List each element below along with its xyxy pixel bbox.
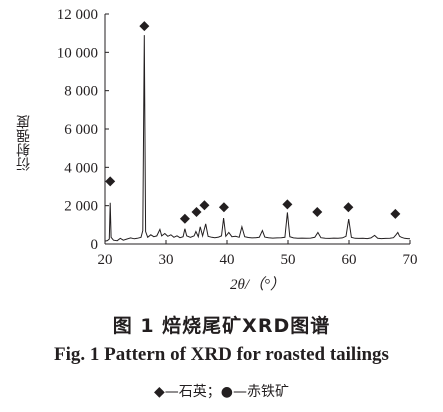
y-tick-label: 12 000 (57, 7, 98, 23)
quartz-peak-marker (343, 202, 354, 213)
x-tick-label: 70 (403, 252, 418, 268)
y-tick-label: 10 000 (57, 45, 98, 61)
quartz-peak-marker (282, 199, 293, 210)
quartz-peak-marker (218, 202, 229, 213)
x-tick-label: 50 (281, 252, 296, 268)
y-tick-label: 2 000 (64, 199, 98, 215)
quartz-peak-marker (105, 176, 116, 187)
quartz-peak-marker (179, 213, 190, 224)
x-tick-label: 30 (159, 252, 174, 268)
xrd-chart: 0 2 000 4 000 6 000 8 000 10 000 12 000 20 30 40 5… (57, 7, 418, 293)
x-tick-label: 60 (342, 252, 357, 268)
x-axis-label: 2θ/（°） (230, 276, 285, 293)
quartz-peak-marker (191, 207, 202, 217)
caption-english: Fig. 1 Pattern of XRD for roasted tailin… (54, 344, 389, 365)
y-tick-label: 4 000 (64, 160, 98, 176)
x-tick-label: 20 (98, 252, 113, 268)
quartz-peak-marker (199, 200, 210, 211)
y-tick-label: 6 000 (64, 122, 98, 138)
quartz-peak-marker (139, 21, 150, 32)
y-tick-label: 8 000 (64, 84, 98, 100)
xrd-pattern-line (104, 35, 411, 242)
quartz-peak-marker (312, 207, 323, 217)
y-tick-label: 0 (91, 237, 99, 253)
caption-chinese: 图 1 焙烧尾矿XRD图谱 (112, 315, 331, 337)
quartz-peak-marker (390, 208, 401, 219)
y-axis-label: 衍射强度 (16, 115, 32, 171)
x-tick-label: 40 (220, 252, 235, 268)
legend: ◆—石英；●—赤铁矿 (154, 384, 289, 400)
